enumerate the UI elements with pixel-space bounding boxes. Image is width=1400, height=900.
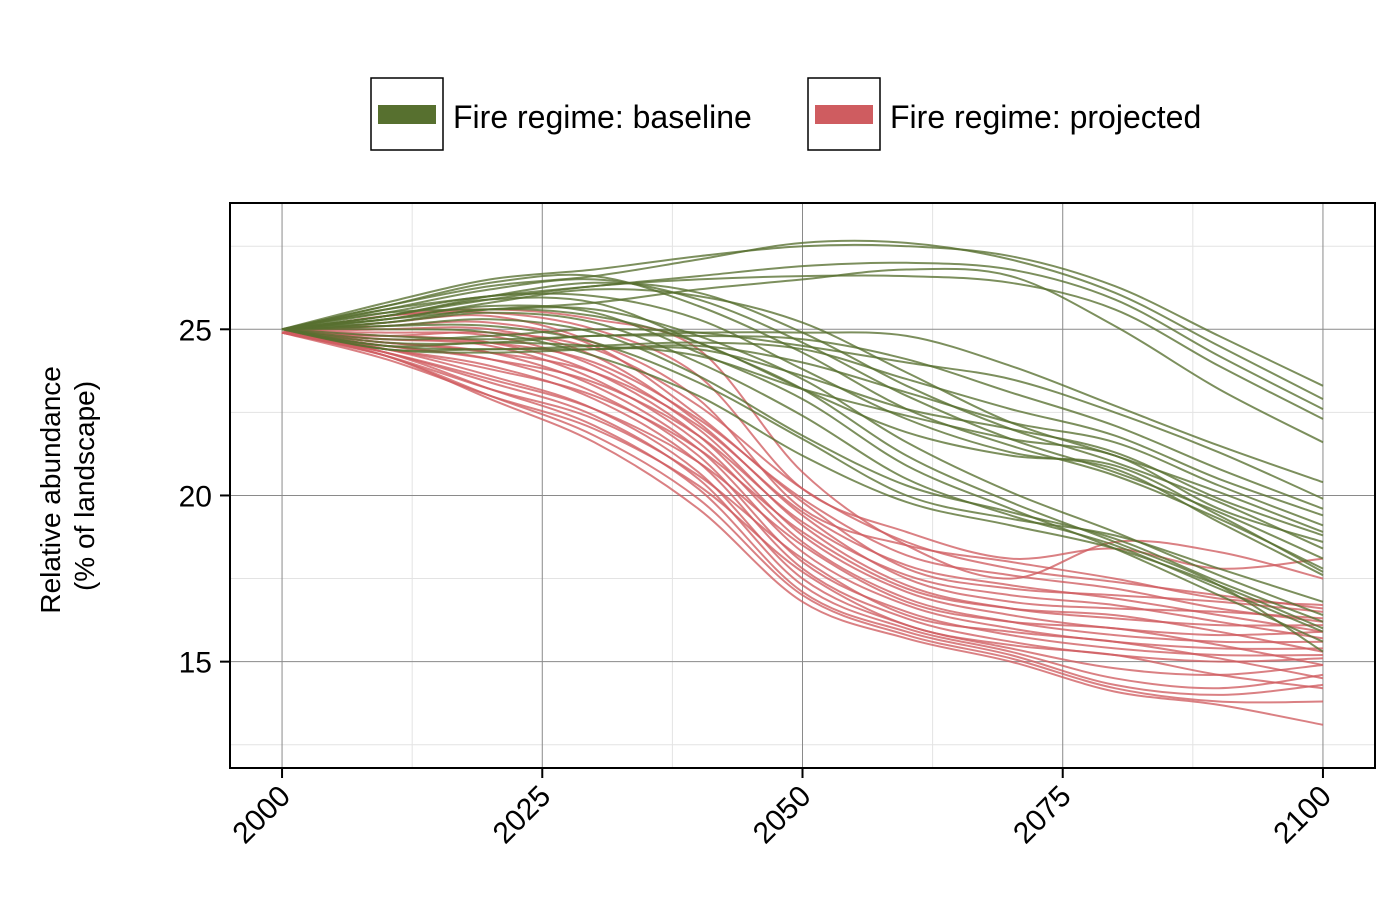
series-line-projected xyxy=(281,331,1324,690)
x-tick-label: 2075 xyxy=(1007,780,1078,851)
series-line-baseline xyxy=(281,274,1324,420)
series-line-projected xyxy=(281,331,1324,666)
series-line-baseline xyxy=(281,292,1324,577)
series-line-baseline xyxy=(281,311,1324,633)
series-line-baseline xyxy=(281,243,1324,387)
legend-label-baseline: Fire regime: baseline xyxy=(453,99,752,135)
series-line-projected xyxy=(281,331,1324,610)
series-line-baseline xyxy=(281,239,1324,400)
y-axis-title-line-1: Relative abundance xyxy=(35,366,66,614)
y-tick-label: 20 xyxy=(179,480,212,513)
series-line-baseline xyxy=(281,328,1324,527)
series-line-projected xyxy=(281,331,1324,623)
series-line-baseline xyxy=(281,296,1324,653)
legend: Fire regime: baseline Fire regime: proje… xyxy=(370,77,1201,151)
series-line-baseline xyxy=(281,318,1324,623)
series-line-baseline xyxy=(281,328,1324,537)
series-line-projected xyxy=(281,331,1324,640)
series-line-projected xyxy=(281,331,1324,663)
series-line-projected xyxy=(281,320,1324,613)
legend-item-baseline: Fire regime: baseline xyxy=(370,77,752,151)
series-line-baseline xyxy=(281,288,1324,533)
legend-label-projected: Fire regime: projected xyxy=(890,99,1201,135)
series-line-baseline xyxy=(281,328,1324,630)
series-line-projected xyxy=(281,331,1324,676)
series-line-baseline xyxy=(281,304,1324,643)
legend-swatch-baseline xyxy=(378,105,436,124)
legend-swatch-projected xyxy=(815,105,873,124)
y-axis-title-line-2: (% of landscape) xyxy=(69,381,100,591)
series-line-baseline xyxy=(281,281,1324,550)
series-line-baseline xyxy=(281,328,1324,500)
x-tick-label: 2100 xyxy=(1267,780,1338,851)
y-tick-label: 25 xyxy=(179,314,212,347)
x-axis: 2000 2025 2050 2075 2100 xyxy=(226,768,1338,851)
series-line-projected xyxy=(281,331,1324,680)
series-line-baseline xyxy=(281,323,1324,603)
series-line-projected xyxy=(281,331,1324,690)
y-axis: 15 20 25 xyxy=(179,314,230,680)
series-line-projected xyxy=(281,314,1324,607)
legend-item-projected: Fire regime: projected xyxy=(807,77,1201,151)
y-tick-label: 15 xyxy=(179,647,212,680)
series-line-baseline xyxy=(281,273,1324,570)
x-tick-label: 2000 xyxy=(226,780,297,851)
x-tick-label: 2050 xyxy=(747,780,818,851)
series-line-projected xyxy=(281,331,1324,653)
x-tick-label: 2025 xyxy=(487,780,558,851)
series-lines xyxy=(281,239,1324,726)
y-axis-title: Relative abundance (% of landscape) xyxy=(35,358,100,613)
series-line-baseline xyxy=(281,278,1324,560)
series-line-projected xyxy=(281,331,1324,704)
series-line-projected xyxy=(281,331,1324,696)
